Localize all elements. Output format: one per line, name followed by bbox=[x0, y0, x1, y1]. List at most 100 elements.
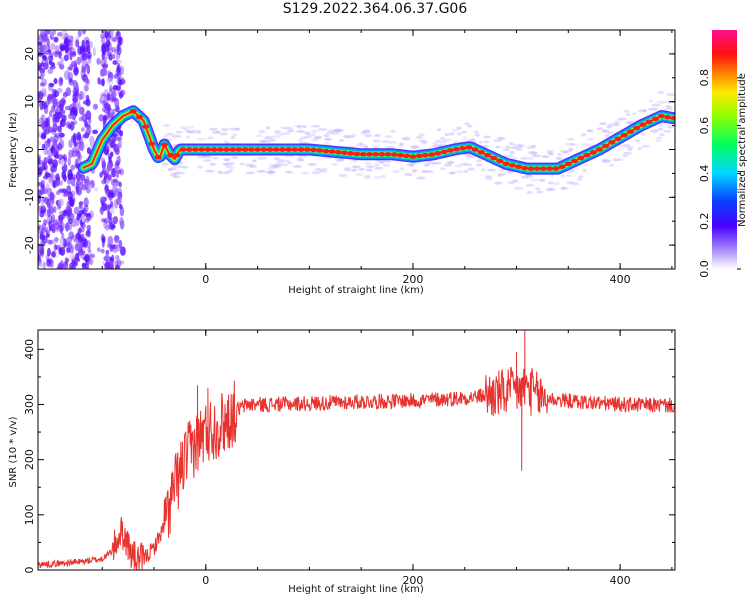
halo-speck bbox=[323, 134, 330, 138]
ridge-peak bbox=[471, 147, 479, 152]
noise-speck bbox=[64, 44, 69, 53]
noise-speck bbox=[66, 243, 70, 252]
noise-speck bbox=[76, 241, 83, 250]
halo-speck bbox=[355, 172, 364, 176]
ridge-peak bbox=[310, 147, 318, 153]
noise-speck bbox=[54, 237, 59, 243]
ridge-peak bbox=[142, 124, 150, 129]
halo-speck bbox=[276, 158, 284, 162]
halo-speck bbox=[381, 174, 386, 178]
halo-speck bbox=[656, 100, 666, 104]
ridge-peak bbox=[316, 148, 324, 153]
halo-speck bbox=[161, 162, 169, 166]
noise-speck bbox=[38, 140, 43, 146]
noise-speck bbox=[107, 153, 113, 160]
halo-speck bbox=[507, 154, 514, 158]
halo-speck bbox=[612, 158, 620, 162]
halo-speck bbox=[225, 162, 236, 166]
halo-speck bbox=[335, 158, 345, 162]
noise-speck bbox=[42, 56, 47, 62]
ridge-peak bbox=[639, 122, 647, 127]
ridge-peak bbox=[558, 164, 566, 169]
halo-speck bbox=[508, 141, 514, 145]
halo-speck bbox=[640, 132, 647, 136]
noise-speck bbox=[119, 260, 125, 265]
noise-speck bbox=[117, 187, 123, 197]
noise-speck bbox=[58, 210, 64, 215]
noise-speck bbox=[72, 60, 78, 69]
noise-speck bbox=[102, 177, 107, 184]
noise-speck bbox=[81, 52, 88, 62]
halo-speck bbox=[499, 168, 505, 172]
halo-speck bbox=[390, 129, 396, 133]
halo-speck bbox=[305, 133, 316, 137]
noise-speck bbox=[101, 179, 107, 185]
y-tick-label: -10 bbox=[23, 188, 36, 206]
noise-speck bbox=[38, 168, 43, 177]
y-tick-label: 400 bbox=[23, 339, 36, 360]
halo-speck bbox=[322, 167, 328, 171]
ridge-peak bbox=[235, 147, 243, 152]
ridge-peak bbox=[465, 145, 473, 150]
noise-speck bbox=[81, 39, 85, 49]
noise-speck bbox=[109, 257, 113, 262]
halo-speck bbox=[274, 161, 284, 165]
noise-speck bbox=[101, 51, 105, 60]
halo-speck bbox=[359, 141, 364, 145]
halo-speck bbox=[512, 179, 519, 183]
halo-speck bbox=[317, 128, 328, 132]
ridge-peak bbox=[241, 147, 249, 152]
noise-speck bbox=[76, 179, 82, 187]
noise-speck bbox=[86, 124, 92, 135]
halo-speck bbox=[415, 176, 426, 180]
noise-speck bbox=[111, 46, 116, 53]
noise-speck bbox=[78, 106, 85, 115]
noise-speck bbox=[86, 147, 92, 155]
ridge-peak bbox=[651, 116, 659, 122]
noise-speck bbox=[75, 186, 80, 194]
ridge-peak bbox=[477, 150, 485, 155]
halo-speck bbox=[641, 144, 650, 148]
noise-speck bbox=[42, 43, 47, 52]
halo-speck bbox=[363, 145, 369, 149]
noise-speck bbox=[47, 247, 51, 257]
halo-speck bbox=[463, 169, 469, 173]
halo-speck bbox=[379, 160, 385, 164]
noise-speck bbox=[93, 187, 99, 192]
halo-speck bbox=[350, 168, 358, 172]
halo-speck bbox=[211, 156, 219, 160]
noise-speck bbox=[66, 247, 71, 253]
ridge-peak bbox=[167, 153, 175, 158]
snr-line bbox=[38, 330, 675, 570]
noise-speck bbox=[55, 190, 61, 196]
noise-speck bbox=[53, 78, 58, 85]
halo-speck bbox=[530, 178, 540, 182]
halo-speck bbox=[595, 127, 601, 131]
halo-speck bbox=[664, 104, 672, 108]
noise-speck bbox=[40, 72, 46, 77]
noise-speck bbox=[105, 252, 109, 261]
noise-speck bbox=[43, 100, 50, 107]
noise-speck bbox=[50, 30, 55, 39]
noise-speck bbox=[72, 38, 77, 46]
noise-speck bbox=[75, 39, 80, 48]
colorbar-tick-label: 0.6 bbox=[698, 117, 711, 135]
halo-speck bbox=[258, 129, 266, 133]
noise-speck bbox=[46, 258, 51, 267]
noise-speck bbox=[69, 198, 75, 208]
halo-speck bbox=[435, 139, 441, 143]
ridge-peak bbox=[347, 151, 355, 156]
halo-speck bbox=[186, 125, 194, 129]
noise-speck bbox=[109, 200, 114, 209]
noise-speck bbox=[118, 79, 123, 86]
noise-speck bbox=[67, 123, 72, 130]
halo-speck bbox=[412, 168, 418, 172]
halo-speck bbox=[625, 112, 631, 116]
halo-speck bbox=[264, 135, 273, 139]
halo-speck bbox=[454, 164, 464, 168]
halo-speck bbox=[541, 155, 550, 159]
halo-speck bbox=[375, 133, 382, 137]
halo-speck bbox=[172, 175, 181, 179]
noise-speck bbox=[72, 98, 76, 108]
